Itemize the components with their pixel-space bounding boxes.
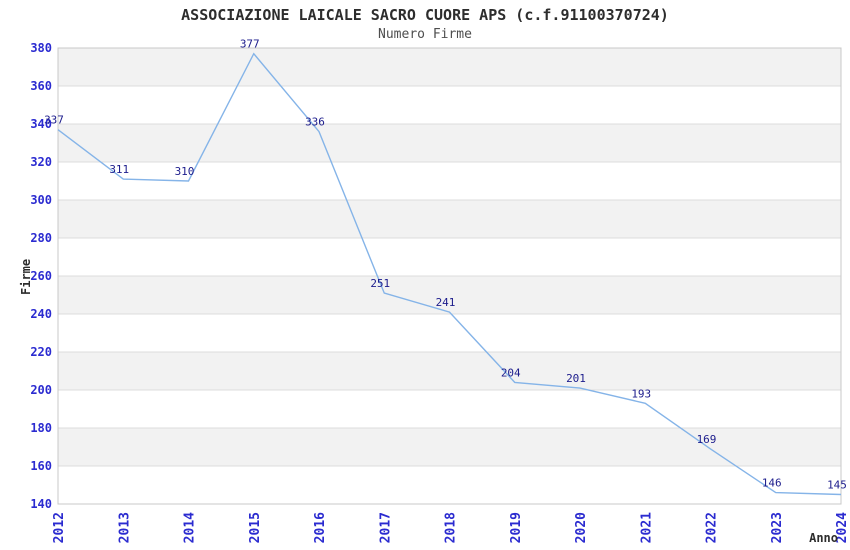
x-tick-label: 2017 — [378, 512, 393, 543]
y-axis-title: Firme — [19, 258, 33, 295]
x-tick-label: 2016 — [313, 512, 328, 543]
chart-title: ASSOCIAZIONE LAICALE SACRO CUORE APS (c.… — [181, 6, 669, 24]
x-tick-label: 2021 — [639, 512, 654, 543]
x-tick-label: 2015 — [248, 512, 263, 543]
grid-band — [58, 48, 841, 86]
y-tick-label: 240 — [30, 307, 52, 321]
y-tick-label: 260 — [30, 269, 52, 283]
x-tick-label: 2022 — [705, 512, 720, 543]
y-tick-label: 320 — [30, 155, 52, 169]
grid-band — [58, 314, 841, 352]
x-tick-label: 2012 — [52, 512, 67, 543]
y-tick-label: 360 — [30, 79, 52, 93]
chart-subtitle: Numero Firme — [378, 27, 472, 42]
data-point-label: 201 — [566, 372, 586, 385]
x-tick-label: 2018 — [444, 512, 459, 543]
y-tick-label: 180 — [30, 421, 52, 435]
x-tick-label: 2024 — [835, 512, 850, 543]
data-point-label: 145 — [827, 479, 847, 492]
x-axis-title: Anno — [809, 531, 838, 545]
data-point-label: 251 — [370, 277, 390, 290]
grid-band — [58, 466, 841, 504]
data-point-label: 241 — [436, 296, 456, 309]
y-tick-label: 200 — [30, 383, 52, 397]
plot-border — [57, 47, 842, 505]
data-point-label: 377 — [240, 38, 260, 51]
y-tick-label: 140 — [30, 497, 52, 511]
data-point-label: 311 — [109, 163, 129, 176]
grid-band — [58, 86, 841, 124]
grid-band — [58, 352, 841, 390]
grid-band — [58, 428, 841, 466]
grid-band — [58, 124, 841, 162]
data-point-label: 336 — [305, 116, 325, 129]
data-point-label: 146 — [762, 477, 782, 490]
grid-band — [58, 238, 841, 276]
data-point-label: 169 — [697, 433, 717, 446]
data-point-label: 337 — [44, 114, 64, 127]
data-line — [57, 52, 842, 496]
y-tick-label: 280 — [30, 231, 52, 245]
data-point-label: 193 — [631, 387, 651, 400]
y-tick-label: 380 — [30, 41, 52, 55]
x-tick-label: 2013 — [117, 512, 132, 543]
y-tick-label: 340 — [30, 117, 52, 131]
data-point-label: 204 — [501, 366, 521, 379]
grid-band — [58, 390, 841, 428]
grid-band — [58, 200, 841, 238]
data-point-label: 310 — [175, 165, 195, 178]
y-tick-label: 160 — [30, 459, 52, 473]
x-tick-label: 2023 — [770, 512, 785, 543]
x-tick-label: 2020 — [574, 512, 589, 543]
grid-band — [58, 276, 841, 314]
y-tick-label: 300 — [30, 193, 52, 207]
x-tick-label: 2019 — [509, 512, 524, 543]
x-tick-label: 2014 — [183, 512, 198, 543]
y-tick-label: 220 — [30, 345, 52, 359]
